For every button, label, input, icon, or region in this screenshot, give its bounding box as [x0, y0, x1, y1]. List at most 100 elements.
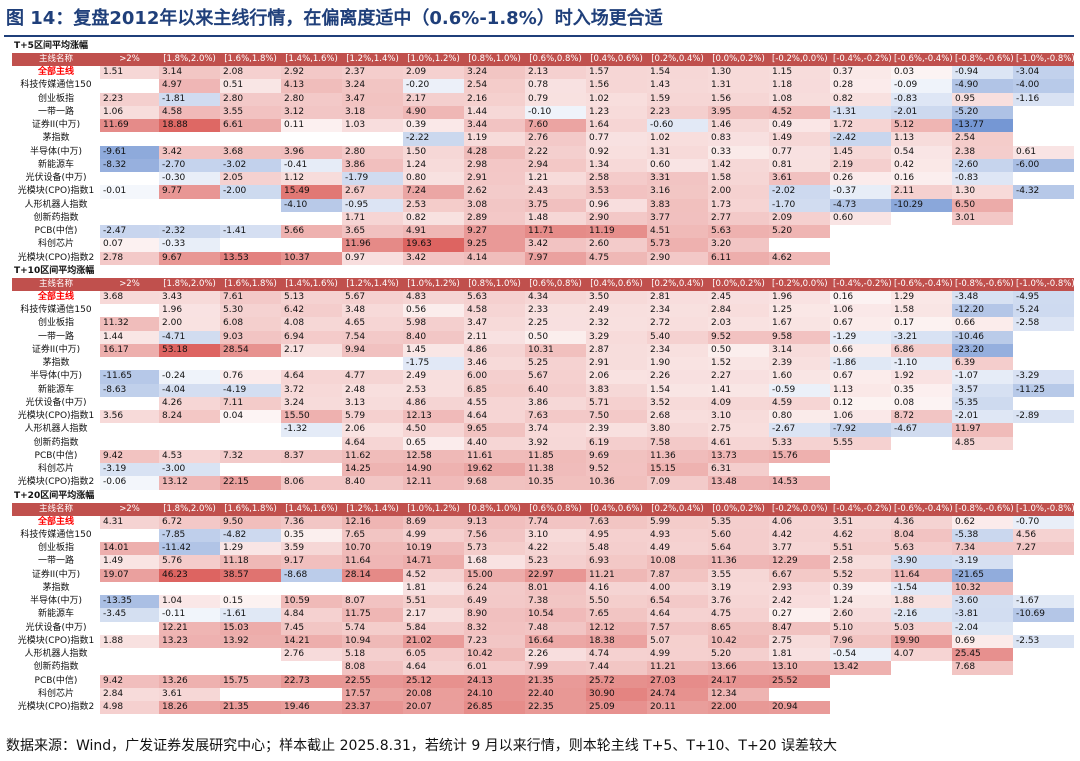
value-cell — [1013, 225, 1074, 238]
table-row: 光模块(CPO)指数1 3.56 8.24 0.04 15.50 5.79 12.13 4.6… — [12, 410, 1074, 424]
row-label: 科技传媒通信150 — [20, 305, 92, 316]
value-cell: 1.24 — [830, 595, 891, 609]
value-cell: 1.31 — [708, 79, 769, 93]
value-cell: 6.54 — [647, 595, 708, 609]
value-cell: 2.08 — [220, 66, 281, 80]
value-cell: 2.78 — [100, 251, 159, 265]
table-row: 一带一路 1.44 -4.71 9.03 6.94 7.54 8.40 2.11 0.50 3.2… — [12, 330, 1074, 344]
value-cell: 3.52 — [647, 396, 708, 410]
value-cell: 14.90 — [403, 463, 464, 477]
value-cell: -3.81 — [952, 608, 1013, 622]
value-cell: 2.37 — [342, 66, 403, 80]
value-cell — [220, 463, 281, 476]
value-cell — [159, 437, 220, 450]
value-cell: 5.35 — [708, 515, 769, 529]
value-cell — [891, 701, 952, 714]
value-cell: 10.08 — [647, 555, 708, 569]
value-cell: 4.07 — [891, 648, 952, 662]
row-label: 光模块(CPO)指数2 — [17, 702, 95, 713]
value-cell: 12.11 — [403, 476, 464, 490]
value-cell — [281, 238, 342, 251]
value-cell: 5.20 — [708, 648, 769, 662]
value-cell: -3.90 — [891, 555, 952, 569]
column-header: [0.6%,0.8%) — [525, 53, 586, 66]
value-cell: 13.53 — [220, 251, 281, 265]
value-cell: 8.37 — [281, 449, 342, 463]
row-label: 证券II(中万) — [31, 120, 81, 131]
value-cell: 6.42 — [281, 304, 342, 318]
row-label: 新能源车 — [37, 609, 74, 620]
value-cell: 13.42 — [830, 661, 891, 675]
value-cell: 2.34 — [647, 343, 708, 357]
value-cell: 2.80 — [342, 145, 403, 159]
value-cell: 1.54 — [647, 383, 708, 397]
value-cell: 13.92 — [220, 634, 281, 648]
table-row: 创新药指数 4.64 0.65 4.40 3.92 6.19 7.58 4.61 5.33 5.5… — [12, 436, 1074, 450]
value-cell — [1013, 569, 1074, 582]
value-cell: 9.25 — [464, 238, 525, 252]
value-cell: 2.23 — [100, 92, 159, 106]
value-cell: 2.94 — [525, 158, 586, 172]
value-cell: 4.74 — [586, 648, 647, 662]
value-cell: 15.00 — [464, 568, 525, 582]
value-cell: 5.60 — [708, 528, 769, 542]
value-cell: 2.67 — [342, 185, 403, 199]
value-cell: 11.18 — [220, 555, 281, 569]
value-cell: 11.32 — [100, 317, 159, 331]
value-cell: 10.36 — [586, 476, 647, 490]
value-cell: 2.45 — [708, 290, 769, 304]
value-cell: 1.08 — [769, 92, 830, 106]
value-cell: 2.00 — [159, 317, 220, 331]
value-cell: 9.27 — [464, 225, 525, 239]
value-cell: -0.83 — [952, 172, 1013, 186]
value-cell: 0.95 — [952, 92, 1013, 106]
value-cell: 5.51 — [403, 595, 464, 609]
value-cell: -4.90 — [952, 79, 1013, 93]
value-cell — [830, 225, 891, 238]
value-cell: 1.06 — [830, 304, 891, 318]
value-cell: 0.66 — [830, 343, 891, 357]
value-cell: 1.21 — [525, 172, 586, 186]
value-cell: 5.12 — [891, 119, 952, 133]
value-cell: 11.36 — [647, 449, 708, 463]
value-cell: 21.02 — [403, 634, 464, 648]
section-title: T+20区间平均涨幅 — [14, 490, 95, 501]
value-cell: 12.13 — [403, 410, 464, 424]
value-cell: 4.00 — [647, 581, 708, 595]
value-cell: 7.23 — [464, 634, 525, 648]
value-cell: -0.60 — [647, 119, 708, 133]
value-cell: -0.30 — [159, 172, 220, 186]
row-label: 新能源车 — [37, 159, 74, 170]
value-cell: 3.55 — [708, 568, 769, 582]
column-header: [0.6%,0.8%) — [525, 502, 586, 516]
value-cell: -0.11 — [159, 608, 220, 622]
value-cell: -1.29 — [830, 330, 891, 344]
value-cell: 0.16 — [830, 290, 891, 304]
value-cell — [281, 688, 342, 701]
value-cell: 8.04 — [891, 528, 952, 542]
value-cell: 4.99 — [403, 528, 464, 542]
value-cell: 25.09 — [586, 701, 647, 715]
value-cell: 23.37 — [342, 701, 403, 715]
table-row: 半导体(中万) -13.35 1.04 0.15 10.59 8.07 5.51 6.49 7.… — [12, 595, 1074, 609]
column-header: [0.6%,0.8%) — [525, 277, 586, 291]
value-cell: 3.51 — [830, 515, 891, 529]
value-cell — [159, 357, 220, 370]
value-cell: 1.18 — [769, 79, 830, 93]
row-label: 茅指数 — [42, 358, 70, 369]
column-header: [-1.0%,-0.8%) — [1013, 277, 1074, 291]
value-cell — [1013, 648, 1074, 661]
value-cell — [1013, 132, 1074, 145]
row-label: 科技传媒通信150 — [20, 80, 92, 91]
value-cell: 7.65 — [586, 608, 647, 622]
value-cell — [100, 661, 159, 674]
value-cell: 5.33 — [769, 436, 830, 450]
value-cell: 15.75 — [220, 674, 281, 688]
value-cell — [220, 132, 281, 145]
value-cell: 3.96 — [281, 145, 342, 159]
table-row: 创业板指 14.01 -11.42 1.29 3.59 10.70 10.19 5.73 4.2… — [12, 542, 1074, 556]
value-cell — [1013, 344, 1074, 357]
column-header: [-1.0%,-0.8%) — [1013, 502, 1074, 516]
value-cell: 5.20 — [769, 225, 830, 239]
value-cell: 3.14 — [159, 66, 220, 80]
